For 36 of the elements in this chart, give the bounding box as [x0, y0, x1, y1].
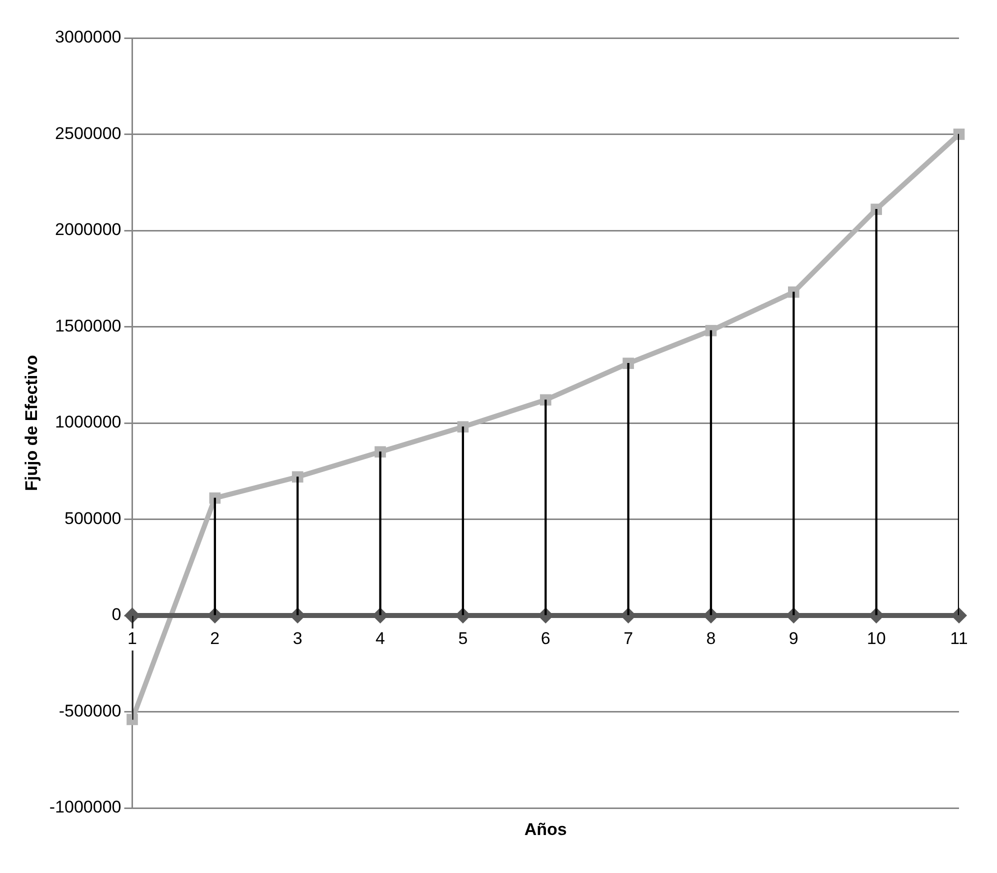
- y-tick-label: -500000: [58, 701, 122, 720]
- bar: [792, 292, 795, 616]
- bar: [462, 426, 464, 616]
- point: [292, 471, 304, 483]
- y-tick-label: 0: [112, 605, 122, 624]
- y-tick-label: 2500000: [55, 124, 122, 143]
- point: [788, 286, 800, 298]
- bar: [875, 208, 878, 616]
- x-tick-label: 6: [540, 629, 550, 648]
- x-tick-label: 11: [950, 629, 968, 648]
- x-tick-label: 10: [866, 629, 886, 648]
- y-tick-label: 1500000: [55, 316, 122, 336]
- bar: [214, 498, 216, 616]
- bar: [627, 362, 630, 616]
- y-tick-label: 2000000: [55, 220, 122, 240]
- point: [126, 714, 138, 726]
- bar: [710, 330, 712, 616]
- x-tick-label: 7: [624, 629, 634, 648]
- y-tick-label: 1000000: [55, 412, 122, 432]
- y-axis-title: Fjujo de Efectivo: [22, 354, 41, 492]
- y-tick-label: -1000000: [49, 798, 122, 817]
- x-tick-label: 4: [376, 629, 386, 648]
- point: [540, 394, 552, 406]
- bar: [296, 476, 299, 616]
- x-tick-label: 8: [706, 629, 716, 648]
- x-tick-label: 2: [210, 629, 220, 648]
- bar: [544, 400, 547, 616]
- x-axis-title: Años: [524, 820, 567, 840]
- x-tick-label: 3: [292, 629, 302, 648]
- x-tick-label: 9: [788, 629, 798, 648]
- x-tick-label: 1: [128, 629, 137, 648]
- y-tick-label: 3000000: [55, 28, 122, 47]
- y-tick-label: 500000: [64, 508, 122, 528]
- x-tick-label: 5: [458, 629, 468, 648]
- point: [953, 128, 965, 140]
- bar: [379, 452, 382, 616]
